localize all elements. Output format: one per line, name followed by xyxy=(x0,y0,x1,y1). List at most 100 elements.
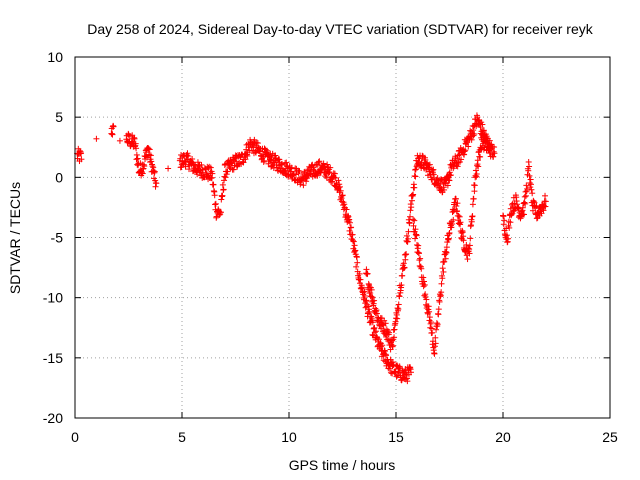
data-point xyxy=(429,329,436,336)
data-point xyxy=(458,156,465,163)
data-point xyxy=(314,161,321,168)
data-point xyxy=(326,169,333,176)
data-point xyxy=(446,229,453,236)
data-point xyxy=(368,286,375,293)
data-point xyxy=(461,148,468,155)
data-point xyxy=(425,303,432,310)
data-point xyxy=(446,177,453,184)
data-point xyxy=(431,350,438,357)
x-tick-label: 10 xyxy=(281,429,297,445)
data-point xyxy=(411,172,418,179)
data-point xyxy=(270,165,277,172)
data-point xyxy=(389,342,396,349)
data-point xyxy=(412,226,419,233)
data-point xyxy=(412,166,419,173)
data-point xyxy=(533,215,540,222)
data-point xyxy=(456,220,463,227)
data-point xyxy=(443,249,450,256)
data-point xyxy=(426,308,433,315)
data-point xyxy=(224,168,231,175)
data-point xyxy=(384,328,391,335)
data-point xyxy=(217,209,224,216)
data-point xyxy=(469,201,476,208)
data-point xyxy=(500,213,507,220)
data-point xyxy=(145,145,152,152)
data-point xyxy=(314,172,321,179)
data-point xyxy=(373,328,380,335)
data-point xyxy=(491,150,498,157)
data-point xyxy=(423,296,430,303)
data-point xyxy=(426,161,433,168)
data-point xyxy=(282,170,289,177)
data-point xyxy=(353,254,360,261)
data-point xyxy=(268,163,275,170)
x-tick-label: 20 xyxy=(495,429,511,445)
data-point xyxy=(354,259,361,266)
data-point xyxy=(379,321,386,328)
data-point xyxy=(343,206,350,213)
data-point xyxy=(134,155,141,162)
data-point xyxy=(366,308,373,315)
data-point xyxy=(184,150,191,157)
data-point xyxy=(415,242,422,249)
data-point xyxy=(211,192,218,199)
data-point xyxy=(474,157,481,164)
data-point xyxy=(403,251,410,258)
y-tick-label: -10 xyxy=(43,290,63,306)
data-point xyxy=(521,193,528,200)
data-point xyxy=(404,378,411,385)
data-point xyxy=(133,151,140,158)
data-point xyxy=(410,216,417,223)
data-point xyxy=(357,276,364,283)
data-point xyxy=(454,163,461,170)
data-point xyxy=(460,237,467,244)
data-point xyxy=(525,167,532,174)
x-axis-label: GPS time / hours xyxy=(289,457,396,473)
data-point xyxy=(393,373,400,380)
data-point xyxy=(324,161,331,168)
data-point xyxy=(315,159,322,166)
data-point xyxy=(78,150,85,157)
data-point xyxy=(146,146,153,153)
data-point xyxy=(212,201,219,208)
data-point xyxy=(477,153,484,160)
data-point xyxy=(412,173,419,180)
data-point xyxy=(151,168,158,175)
data-point xyxy=(141,163,148,170)
data-point xyxy=(116,137,123,144)
data-point xyxy=(348,224,355,231)
data-point xyxy=(353,263,360,270)
data-point xyxy=(387,369,394,376)
data-point xyxy=(468,218,475,225)
data-point xyxy=(361,292,368,299)
data-point xyxy=(147,152,154,159)
data-point xyxy=(138,169,145,176)
data-point xyxy=(527,184,534,191)
data-point xyxy=(411,217,418,224)
data-point xyxy=(475,163,482,170)
plot-frame xyxy=(74,56,611,419)
data-point xyxy=(421,292,428,299)
data-point xyxy=(223,171,230,178)
axis-ticks: 0 5 10 15 20 25 -20 -15 -10 -5 0 5 10 xyxy=(43,49,618,445)
data-point xyxy=(350,238,357,245)
data-point xyxy=(444,182,451,189)
chart-title: Day 258 of 2024, Sidereal Day-to-day VTE… xyxy=(87,21,593,37)
data-point xyxy=(410,191,417,198)
data-point xyxy=(379,342,386,349)
data-point xyxy=(441,258,448,265)
data-point xyxy=(371,329,378,336)
data-point xyxy=(523,182,530,189)
data-point xyxy=(442,255,449,262)
data-point xyxy=(301,168,308,175)
data-point xyxy=(336,183,343,190)
data-point xyxy=(109,131,116,138)
data-point xyxy=(323,174,330,181)
y-tick-label: -15 xyxy=(43,350,63,366)
y-tick-label: -20 xyxy=(43,410,63,426)
data-point xyxy=(448,224,455,231)
data-point xyxy=(393,362,400,369)
data-point xyxy=(457,219,464,226)
data-point xyxy=(153,180,160,187)
